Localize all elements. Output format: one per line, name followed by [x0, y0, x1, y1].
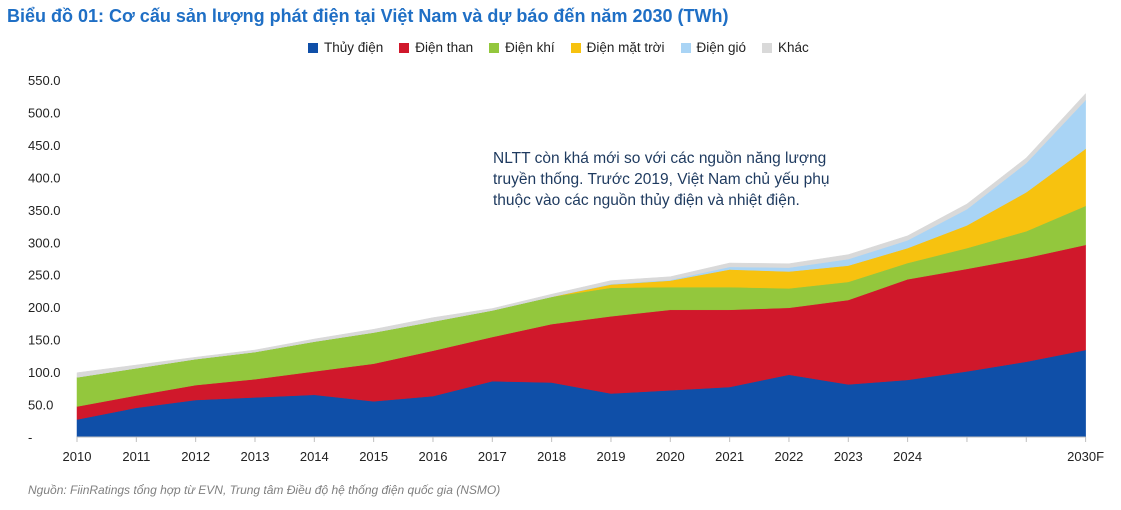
legend-item: Điện khí — [489, 40, 555, 55]
x-tick-label: 2016 — [419, 449, 448, 464]
y-tick-label: 450.0 — [28, 138, 61, 153]
legend-swatch — [489, 42, 500, 53]
legend-label: Điện khí — [505, 40, 555, 55]
chart-title: Biểu đồ 01: Cơ cấu sản lượng phát điện t… — [7, 6, 729, 26]
y-tick-label: 250.0 — [28, 268, 61, 283]
x-tick-label: 2024 — [893, 449, 922, 464]
x-tick-label: 2023 — [834, 449, 863, 464]
y-tick-label: - — [28, 430, 32, 445]
x-tick-label: 2010 — [63, 449, 92, 464]
y-tick-label: 200.0 — [28, 300, 61, 315]
x-tick-label: 2019 — [597, 449, 626, 464]
legend-label: Thủy điện — [324, 40, 384, 55]
source-note: Nguồn: FiinRatings tổng hợp từ EVN, Trun… — [28, 483, 501, 497]
legend-swatch — [399, 42, 410, 53]
legend-label: Điện gió — [696, 40, 747, 55]
x-tick-label: 2011 — [122, 449, 150, 464]
x-tick-label: 2012 — [181, 449, 210, 464]
legend: Thủy điện Điện than Điện khí Điện mặt trời Đ… — [308, 40, 809, 55]
x-tick-label: 2021 — [715, 449, 744, 464]
x-tick-label: 2013 — [241, 449, 270, 464]
legend-item: Điện mặt trời — [570, 40, 665, 55]
legend-item: Thủy điện — [308, 40, 383, 55]
x-tick-label: 2014 — [300, 449, 329, 464]
y-tick-label: 550.0 — [28, 73, 61, 88]
x-tick-label: 2018 — [537, 449, 566, 464]
x-tick-label: 2020 — [656, 449, 685, 464]
legend-item: Khác — [762, 40, 809, 55]
x-tick-label: 2017 — [478, 449, 507, 464]
x-tick-label: 2015 — [359, 449, 388, 464]
y-tick-label: 400.0 — [28, 170, 61, 185]
y-tick-label: 100.0 — [28, 365, 61, 380]
y-tick-label: 300.0 — [28, 235, 61, 250]
x-tick-label: 2022 — [774, 449, 803, 464]
area-series-5 — [76, 92, 1086, 378]
legend-swatch — [570, 42, 581, 53]
y-tick-label: 350.0 — [28, 203, 61, 218]
y-tick-label: 150.0 — [28, 333, 61, 348]
legend-label: Điện than — [415, 40, 474, 55]
annotation-text: NLTT còn khá mới so với các nguồn năng l… — [493, 150, 830, 209]
x-tick-label: 2030F — [1067, 449, 1104, 464]
legend-swatch — [762, 42, 773, 53]
y-tick-label: 50.0 — [28, 398, 53, 413]
y-tick-label: 500.0 — [28, 105, 61, 120]
legend-swatch — [680, 42, 691, 53]
legend-item: Điện than — [399, 40, 473, 55]
legend-item: Điện gió — [680, 40, 747, 55]
legend-label: Điện mặt trời — [586, 40, 665, 55]
legend-label: Khác — [778, 40, 809, 55]
legend-swatch — [308, 42, 318, 53]
